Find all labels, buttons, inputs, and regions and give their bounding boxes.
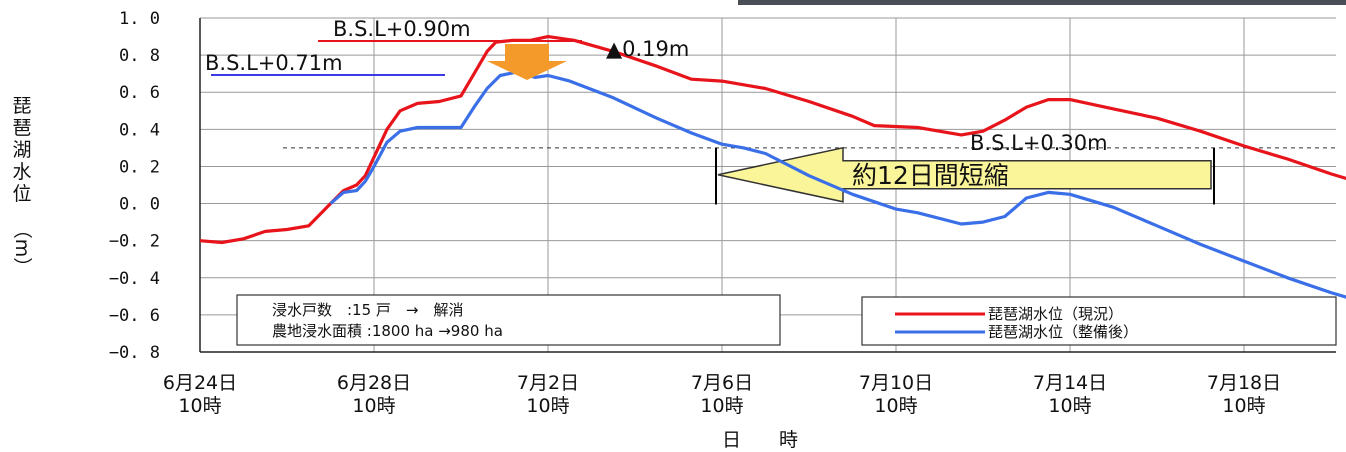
- info-line-farmland-area: 農地浸水面積 :1800 ha →980 ha: [272, 322, 503, 340]
- y-tick-label: −0. 8: [109, 343, 160, 363]
- orange-down-arrow-icon: [487, 44, 567, 80]
- y-axis-label-char: 湖: [12, 139, 31, 161]
- bsl090-label: B.S.L+0.90m: [333, 17, 471, 41]
- y-tick-label: −0. 2: [109, 232, 160, 252]
- x-tick-label-time: 10時: [352, 395, 395, 417]
- diff-label: ▲0.19m: [606, 37, 689, 61]
- y-axis-label-char: 水: [12, 161, 31, 183]
- x-tick-label-time: 10時: [874, 395, 917, 417]
- legend-label-current: 琵琶湖水位（現況）: [988, 305, 1123, 323]
- x-tick-label-time: 10時: [700, 395, 743, 417]
- y-axis-label: 琵琶湖水位 （m）: [11, 95, 33, 276]
- x-tick-label-date: 7月2日: [517, 372, 579, 394]
- x-tick-label-time: 10時: [178, 395, 221, 417]
- y-tick-label: 0. 6: [119, 83, 160, 103]
- y-tick-label: 0. 4: [119, 120, 160, 140]
- legend: [861, 296, 1337, 346]
- y-axis-label-char: 琵: [12, 95, 31, 117]
- x-tick-label-date: 6月28日: [337, 372, 411, 394]
- axes-layer: [199, 18, 1336, 353]
- y-tick-label: 0. 0: [119, 195, 160, 215]
- y-tick-label: 0. 2: [119, 157, 160, 177]
- x-tick-label-time: 10時: [526, 395, 569, 417]
- series-layer: [199, 35, 1346, 299]
- bsl071-label: B.S.L+0.71m: [205, 51, 343, 75]
- info-box: [236, 294, 781, 346]
- x-tick-label-date: 7月18日: [1207, 372, 1281, 394]
- y-tick-label: 0. 8: [119, 46, 160, 66]
- y-tick-label: 1. 0: [119, 9, 160, 29]
- y-axis-unit: （m）: [11, 220, 33, 277]
- x-tick-label-date: 6月24日: [163, 372, 237, 394]
- x-tick-label-time: 10時: [1222, 395, 1265, 417]
- series-line-current: [199, 35, 1346, 245]
- y-axis-label-char: 琶: [12, 117, 31, 139]
- x-tick-label-time: 10時: [1048, 395, 1091, 417]
- y-axis-label-char: 位: [12, 183, 31, 205]
- y-tick-label: −0. 4: [109, 269, 160, 289]
- y-tick-labels: 1. 0 0. 8 0. 6 0. 4 0. 2 0. 0 −0. 2 −0. 4 −0. 6 −…: [109, 9, 160, 363]
- bsl030-label: B.S.L+0.30m: [970, 131, 1108, 155]
- x-tick-label-date: 7月14日: [1033, 372, 1107, 394]
- y-tick-label: −0. 6: [109, 306, 160, 326]
- x-tick-label-date: 7月10日: [859, 372, 933, 394]
- top-right-band: [738, 0, 1346, 5]
- shorten-label: 約12日間短縮: [852, 161, 1009, 190]
- series-line-improved: [329, 70, 1346, 299]
- x-tick-labels: 6月24日10時6月28日10時7月2日10時7月6日10時7月10日10時7月…: [163, 372, 1281, 417]
- x-tick-label-date: 7月6日: [691, 372, 753, 394]
- legend-label-improved: 琵琶湖水位（整備後）: [988, 323, 1138, 341]
- x-axis-label: 日 時: [722, 429, 798, 451]
- info-line-flooded-houses: 浸水戸数 :15 戸 → 解消: [272, 301, 463, 319]
